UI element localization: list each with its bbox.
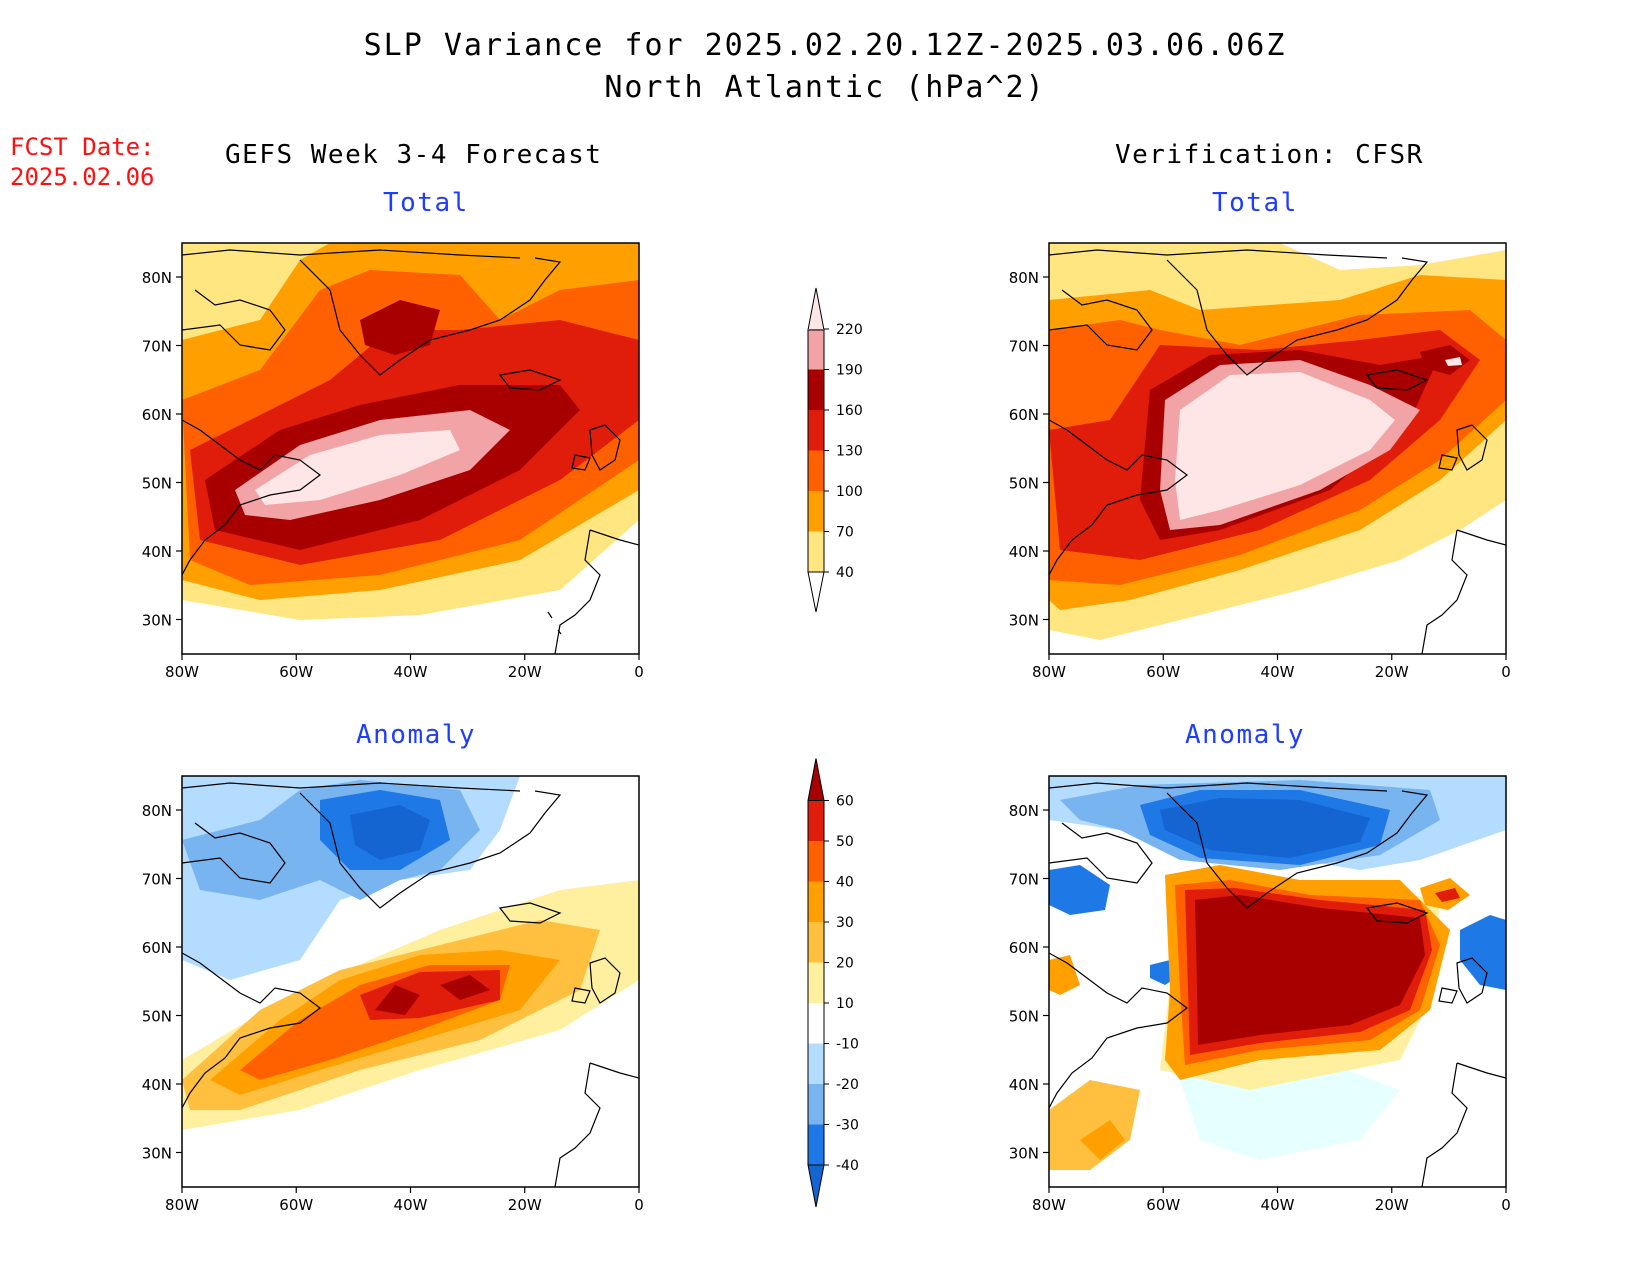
colorbar-tick-label: 190 [836, 363, 863, 379]
left-column-title: GEFS Week 3-4 Forecast [225, 140, 603, 170]
lat-tick-label: 50N [1009, 1008, 1039, 1026]
lat-tick-label: 80N [142, 802, 172, 820]
total-colorbar: 40 70 100 130 160 190 220 [807, 287, 863, 613]
lat-tick-label: 70N [1009, 338, 1039, 356]
colorbar-frame [807, 800, 825, 1166]
lat-tick-label: 80N [1009, 269, 1039, 287]
colorbar-segment [808, 1084, 824, 1125]
lat-tick-label: 50N [142, 475, 172, 493]
colorbar-tick-label: 30 [836, 915, 854, 931]
lat-tick-label: 60N [1009, 406, 1039, 424]
colorbar-segment [808, 922, 824, 963]
gefs-anomaly-map [182, 776, 639, 1187]
lat-tick-label: 30N [142, 1145, 172, 1163]
lon-tick-label: 0 [634, 663, 644, 681]
colorbar-tick-label: -40 [836, 1158, 859, 1174]
lon-tick-label: 40W [394, 663, 428, 681]
lat-tick-label: 40N [1009, 1076, 1039, 1094]
colorbar-tick-label: 70 [836, 525, 854, 541]
lat-tick-label: 80N [1009, 802, 1039, 820]
colorbar-tick-label: 100 [836, 484, 863, 500]
axis-labels: 80N 70N 60N 50N 40N 30N 80W 60W 40W 20W 0 80N 70N 60N… [142, 269, 1511, 1214]
sub-title: North Atlantic (hPa^2) [604, 70, 1046, 105]
lat-tick-label: 60N [142, 939, 172, 957]
colorbar-segment [808, 450, 824, 491]
lon-tick-label: 40W [394, 1196, 428, 1214]
lon-tick-label: 0 [1501, 663, 1511, 681]
lon-tick-label: 60W [279, 663, 313, 681]
colorbar-segment [808, 962, 824, 1003]
fcst-date-label: FCST Date: [10, 133, 155, 161]
colorbar-tick-label: 50 [836, 834, 854, 850]
lat-tick-label: 40N [142, 1076, 172, 1094]
colorbar-tick-label: 220 [836, 322, 863, 338]
colorbar-end-triangle [807, 571, 825, 613]
lon-tick-label: 60W [1146, 1196, 1180, 1214]
colorbar-tick-label: 40 [836, 875, 854, 891]
colorbar-segment [808, 491, 824, 532]
colorbar-end-triangle [807, 758, 825, 801]
lat-tick-label: 30N [1009, 1145, 1039, 1163]
lon-tick-label: 20W [508, 1196, 542, 1214]
cfsr-total-map [1049, 243, 1506, 654]
lat-tick-label: 30N [1009, 612, 1039, 630]
colorbar-segment [808, 531, 824, 572]
lon-tick-label: 80W [165, 1196, 199, 1214]
lon-tick-label: 40W [1261, 1196, 1295, 1214]
colorbar-segment [808, 410, 824, 451]
colorbar-segment [808, 329, 824, 370]
lon-tick-label: 60W [279, 1196, 313, 1214]
colorbar-end-triangle [807, 1164, 825, 1208]
colorbar-tick-label: 130 [836, 444, 863, 460]
colorbar-tick-label: 160 [836, 403, 863, 419]
lat-tick-label: 60N [1009, 939, 1039, 957]
colorbar-tick-label: 10 [836, 996, 854, 1012]
main-title: SLP Variance for 2025.02.20.12Z-2025.03.… [363, 28, 1287, 63]
fcst-date-value: 2025.02.06 [10, 163, 155, 191]
colorbar-tick-label: 40 [836, 565, 854, 581]
lon-tick-label: 60W [1146, 663, 1180, 681]
colorbar-segment [808, 1043, 824, 1084]
cfsr-anomaly-map [1049, 776, 1506, 1187]
lat-tick-label: 70N [142, 871, 172, 889]
colorbar-segment [808, 881, 824, 922]
anomaly-title-right: Anomaly [1185, 720, 1306, 750]
lat-tick-label: 40N [1009, 543, 1039, 561]
lon-tick-label: 80W [1032, 663, 1066, 681]
colorbar-segment [808, 841, 824, 882]
lon-tick-label: 80W [1032, 1196, 1066, 1214]
colorbar-tick-label: -20 [836, 1077, 859, 1093]
colorbar-segment [808, 1003, 824, 1044]
colorbar-tick-label: -10 [836, 1037, 859, 1053]
lon-tick-label: 20W [508, 663, 542, 681]
colorbar-tick-label: 20 [836, 956, 854, 972]
lat-tick-label: 40N [142, 543, 172, 561]
right-column-title: Verification: CFSR [1115, 140, 1424, 170]
lat-tick-label: 50N [1009, 475, 1039, 493]
anomaly-colorbar: -40 -30 -20 -10 10 20 30 40 50 60 [807, 758, 859, 1208]
colorbar-end-triangle [807, 287, 825, 331]
lon-tick-label: 20W [1375, 1196, 1409, 1214]
anomaly-title-left: Anomaly [356, 720, 477, 750]
colorbar-tick-label: 60 [836, 794, 854, 810]
colorbar-tick-label: -30 [836, 1118, 859, 1134]
lat-tick-label: 70N [1009, 871, 1039, 889]
lat-tick-label: 70N [142, 338, 172, 356]
lon-tick-label: 0 [634, 1196, 644, 1214]
lon-tick-label: 40W [1261, 663, 1295, 681]
colorbar-segment [808, 369, 824, 410]
total-title-right: Total [1212, 188, 1298, 218]
colorbar-segment [808, 1124, 824, 1165]
lat-tick-label: 50N [142, 1008, 172, 1026]
colorbar-segment [808, 800, 824, 841]
lat-tick-label: 60N [142, 406, 172, 424]
total-title-left: Total [383, 188, 469, 218]
gefs-total-map [182, 243, 639, 654]
lon-tick-label: 80W [165, 663, 199, 681]
lat-tick-label: 80N [142, 269, 172, 287]
lon-tick-label: 0 [1501, 1196, 1511, 1214]
lon-tick-label: 20W [1375, 663, 1409, 681]
lat-tick-label: 30N [142, 612, 172, 630]
